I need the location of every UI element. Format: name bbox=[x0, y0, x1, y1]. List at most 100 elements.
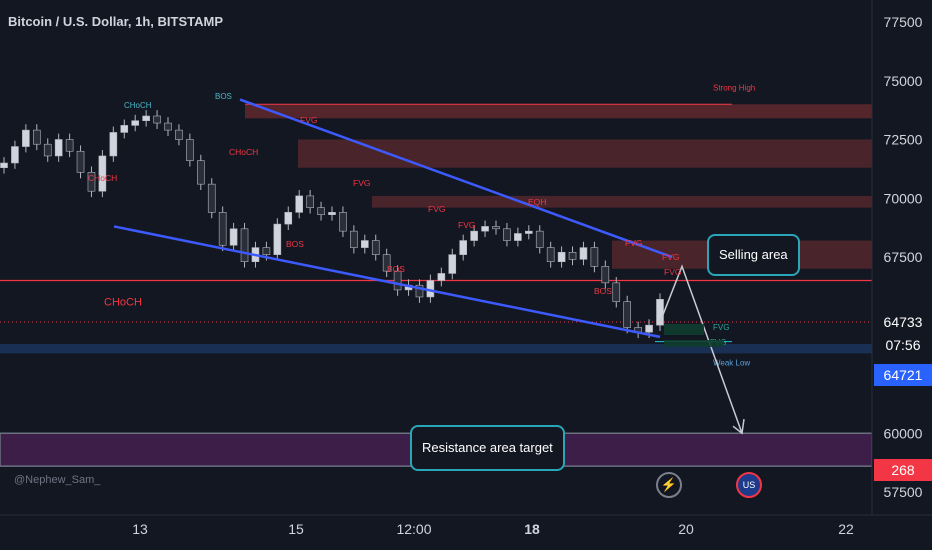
candle-body-9 bbox=[98, 155, 107, 192]
weak-low-label: Weak Low bbox=[713, 358, 750, 367]
candle-body-56 bbox=[612, 282, 621, 302]
bull-fvg-zone-1 bbox=[664, 324, 704, 335]
x-tick-0: 13 bbox=[132, 521, 148, 537]
bos-label-top: BOS bbox=[215, 92, 232, 101]
candle-body-14 bbox=[153, 115, 161, 124]
candle-body-22 bbox=[240, 228, 249, 263]
candle-body-11 bbox=[120, 125, 129, 133]
candle-body-34 bbox=[371, 240, 380, 255]
candle-body-48 bbox=[524, 230, 533, 234]
x-tick-4: 20 bbox=[678, 521, 694, 537]
candle-body-30 bbox=[328, 212, 336, 216]
projection-path bbox=[659, 264, 743, 434]
x-tick-3: 18 bbox=[524, 521, 540, 537]
author-watermark: @Nephew_Sam_ bbox=[14, 474, 101, 486]
bull-fvg-zone-2 bbox=[664, 340, 724, 347]
candle-body-27 bbox=[295, 195, 304, 213]
eqh-label: EQH bbox=[528, 197, 546, 207]
candle-body-45 bbox=[492, 226, 500, 230]
candle-body-42 bbox=[459, 240, 468, 255]
channel-lower-line bbox=[113, 225, 661, 339]
candle-body-0 bbox=[0, 162, 8, 168]
fvg-label-5: FVG bbox=[625, 238, 642, 248]
candle-body-5 bbox=[54, 139, 63, 157]
candle-body-1 bbox=[11, 146, 19, 164]
price-axis-bg bbox=[872, 0, 932, 550]
candle-body-24 bbox=[262, 247, 271, 255]
x-tick-5: 22 bbox=[838, 521, 854, 537]
candle-body-49 bbox=[535, 230, 544, 248]
lightning-event-icon[interactable]: ⚡ bbox=[656, 472, 682, 498]
candle-body-57 bbox=[623, 301, 632, 328]
selling-area-callout: Selling area bbox=[707, 234, 800, 276]
price-badge-current: 64721 bbox=[874, 364, 932, 386]
candle-body-35 bbox=[382, 254, 391, 272]
candle-body-18 bbox=[197, 160, 205, 185]
candle-body-36 bbox=[393, 270, 402, 291]
fvg-label-bull-1: FVG bbox=[713, 323, 729, 332]
zone-0 bbox=[245, 104, 872, 119]
resistance-target-callout: Resistance area target bbox=[410, 425, 565, 471]
candle-body-16 bbox=[175, 129, 183, 140]
candle-body-54 bbox=[590, 247, 599, 267]
candle-body-12 bbox=[131, 120, 139, 126]
y-tick-2: 72500 bbox=[884, 132, 923, 148]
candle-body-21 bbox=[229, 228, 238, 246]
y-tick-3: 70000 bbox=[884, 190, 923, 206]
candle-body-13 bbox=[142, 115, 150, 121]
fvg-label-4: FVG bbox=[458, 220, 475, 230]
choch-label-2: CHoCH bbox=[229, 147, 258, 157]
candle-body-25 bbox=[273, 223, 282, 255]
zone-4 bbox=[0, 343, 872, 354]
y-tick-6: 57500 bbox=[884, 484, 923, 500]
candle-body-55 bbox=[601, 266, 610, 284]
projection-arrowhead bbox=[732, 419, 745, 435]
y-tick-5: 60000 bbox=[884, 425, 923, 441]
chart-title: Bitcoin / U.S. Dollar, 1h, BITSTAMP bbox=[8, 14, 224, 29]
candle-body-43 bbox=[470, 230, 478, 241]
candle-body-17 bbox=[186, 139, 194, 161]
candle-body-59 bbox=[645, 324, 653, 333]
fvg-label-1: FVG bbox=[300, 115, 317, 125]
zone-2 bbox=[372, 195, 872, 208]
candle-body-28 bbox=[306, 195, 314, 208]
candle-body-41 bbox=[448, 254, 457, 274]
bos-label-1: BOS bbox=[286, 239, 304, 249]
candle-body-29 bbox=[317, 207, 325, 215]
x-tick-1: 15 bbox=[288, 521, 304, 537]
candle-body-40 bbox=[437, 273, 446, 281]
candle-body-15 bbox=[164, 122, 172, 131]
y-tick-0: 77500 bbox=[884, 14, 923, 30]
price-badge-range: 268 bbox=[874, 459, 932, 481]
candle-body-19 bbox=[207, 183, 216, 213]
candle-body-8 bbox=[87, 172, 96, 192]
choch-main-label: CHoCH bbox=[104, 297, 142, 309]
choch-label-1: CHoCH bbox=[124, 101, 152, 110]
candle-body-10 bbox=[109, 132, 118, 157]
candle-body-47 bbox=[514, 233, 522, 241]
candle-body-53 bbox=[579, 247, 588, 260]
bos-label-2: BOS bbox=[387, 264, 405, 274]
candle-body-4 bbox=[43, 143, 52, 157]
candle-body-44 bbox=[481, 226, 489, 232]
candle-body-2 bbox=[22, 129, 30, 147]
candle-body-26 bbox=[284, 212, 293, 225]
fvg-label-6: FVG bbox=[662, 252, 679, 262]
candle-body-51 bbox=[557, 252, 566, 263]
fvg-label-2: FVG bbox=[353, 178, 370, 188]
fvg-label-3: FVG bbox=[428, 204, 445, 214]
choch-label-3: CHoCH bbox=[88, 173, 117, 183]
fvg-label-7: FVG bbox=[664, 267, 681, 277]
us-flag-event-icon[interactable]: US bbox=[736, 472, 762, 498]
candle-body-7 bbox=[76, 150, 85, 173]
strong-high-label: Strong High bbox=[713, 83, 755, 92]
channel-upper-line bbox=[239, 98, 673, 259]
price-badge-last: 64733 bbox=[874, 311, 932, 333]
candle-body-50 bbox=[546, 247, 555, 263]
candle-body-46 bbox=[503, 228, 511, 241]
y-tick-4: 67500 bbox=[884, 249, 923, 265]
candle-body-3 bbox=[32, 129, 41, 145]
candle-body-38 bbox=[415, 284, 424, 298]
candle-body-33 bbox=[360, 240, 369, 248]
candle-body-52 bbox=[568, 252, 577, 260]
